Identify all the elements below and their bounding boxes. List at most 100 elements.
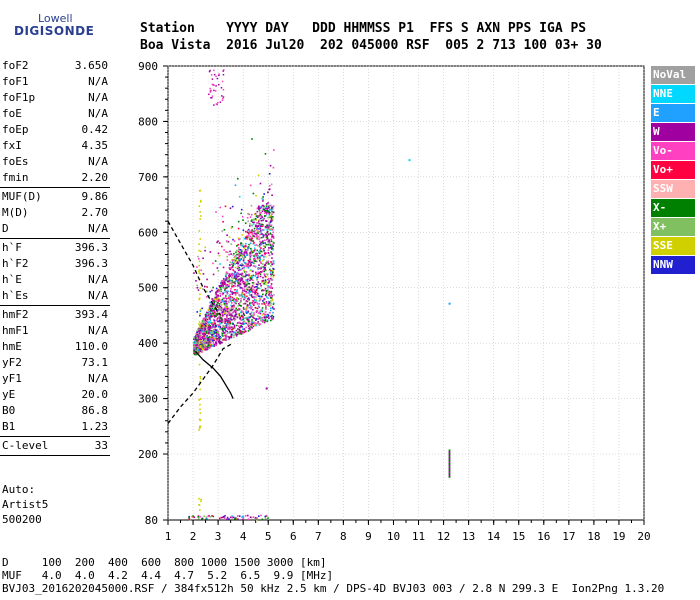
echo-point	[248, 322, 250, 324]
echo-point	[251, 327, 253, 329]
echo-point	[233, 319, 236, 322]
echo-point	[229, 331, 232, 333]
echo-point	[195, 345, 198, 348]
echo-point	[262, 240, 264, 242]
echo-point	[222, 292, 225, 295]
legend-item-x: X-	[651, 199, 695, 217]
echo-point	[211, 515, 213, 517]
echo-point	[217, 252, 220, 255]
echo-point	[260, 309, 262, 311]
echo-point	[262, 319, 264, 322]
echo-point	[235, 297, 238, 299]
echo-point	[208, 341, 211, 343]
echo-point	[271, 278, 274, 281]
echo-point	[259, 214, 262, 216]
echo-point	[198, 330, 200, 333]
echo-point	[220, 318, 223, 321]
echo-point	[259, 243, 261, 246]
echo-point	[251, 285, 254, 287]
echo-point	[233, 315, 236, 317]
echo-point	[196, 266, 198, 268]
echo-point	[224, 282, 226, 284]
profile-extrapolation-lower	[167, 342, 234, 424]
echo-point	[235, 310, 237, 312]
echo-point	[244, 317, 247, 319]
echo-point	[215, 103, 218, 105]
echo-point	[270, 251, 272, 253]
echo-point	[265, 304, 267, 307]
echo-point	[265, 207, 267, 210]
echo-point	[259, 240, 261, 243]
echo-point	[266, 316, 269, 318]
echo-point	[249, 324, 251, 327]
echo-point	[230, 336, 233, 339]
echo-point	[228, 279, 231, 281]
echo-point	[257, 275, 259, 277]
echo-point	[248, 294, 251, 296]
echo-point	[264, 239, 266, 242]
echo-point	[239, 238, 241, 240]
echo-point	[205, 340, 208, 343]
echo-point	[215, 324, 217, 327]
echo-point	[266, 226, 268, 229]
echo-point	[259, 312, 262, 315]
echo-point	[199, 310, 202, 313]
echo-point	[257, 255, 259, 257]
echo-point	[246, 300, 249, 303]
echo-point	[264, 268, 267, 271]
echo-point	[252, 304, 255, 306]
echo-point	[229, 312, 231, 315]
echo-point	[211, 345, 214, 347]
echo-point	[218, 303, 221, 305]
echo-point	[253, 295, 255, 298]
echo-point	[213, 337, 215, 340]
echo-point	[194, 335, 197, 337]
x-tick-label: 12	[437, 530, 450, 543]
echo-point	[261, 309, 263, 311]
echo-point	[227, 326, 230, 328]
echo-point	[220, 301, 222, 304]
echo-point	[269, 228, 271, 230]
echo-point	[197, 345, 200, 347]
footer-info: D 100 200 400 600 800 1000 1500 3000 [km…	[2, 556, 664, 595]
echo-point	[216, 297, 218, 299]
echo-point	[199, 515, 201, 518]
echo-point	[262, 208, 265, 210]
echo-point	[234, 311, 237, 314]
echo-point	[238, 259, 241, 261]
echo-point	[246, 236, 248, 239]
echo-point	[231, 265, 234, 268]
echo-point	[270, 247, 273, 249]
echo-point	[235, 290, 238, 293]
auto-label: Auto:	[2, 483, 36, 496]
echo-point	[195, 353, 198, 356]
echo-point	[194, 348, 196, 350]
echo-point	[261, 302, 264, 305]
echo-point	[229, 297, 231, 300]
echo-point	[202, 330, 205, 332]
echo-point	[247, 264, 249, 266]
echo-point	[271, 228, 274, 231]
echo-point	[270, 290, 273, 293]
echo-point	[226, 304, 228, 306]
echo-point	[261, 303, 263, 305]
echo-point	[266, 237, 269, 240]
echo-point	[263, 212, 266, 214]
echo-point	[209, 321, 212, 324]
echo-point	[251, 302, 253, 304]
echo-point	[262, 268, 265, 271]
x-tick-label: 20	[637, 530, 650, 543]
echo-point	[216, 332, 218, 335]
echo-point	[193, 516, 196, 519]
x-tick-label: 2	[190, 530, 197, 543]
echo-point	[204, 341, 206, 344]
echo-point	[226, 313, 229, 316]
echo-point	[251, 237, 253, 240]
echo-point	[248, 302, 251, 305]
echo-point	[232, 305, 234, 307]
echo-point	[203, 318, 205, 321]
echo-point	[253, 312, 255, 314]
echo-point	[261, 241, 263, 244]
footer-file-info: BVJ03_2016202045000.RSF / 384fx512h 50 k…	[2, 582, 665, 595]
echo-point	[197, 515, 199, 518]
